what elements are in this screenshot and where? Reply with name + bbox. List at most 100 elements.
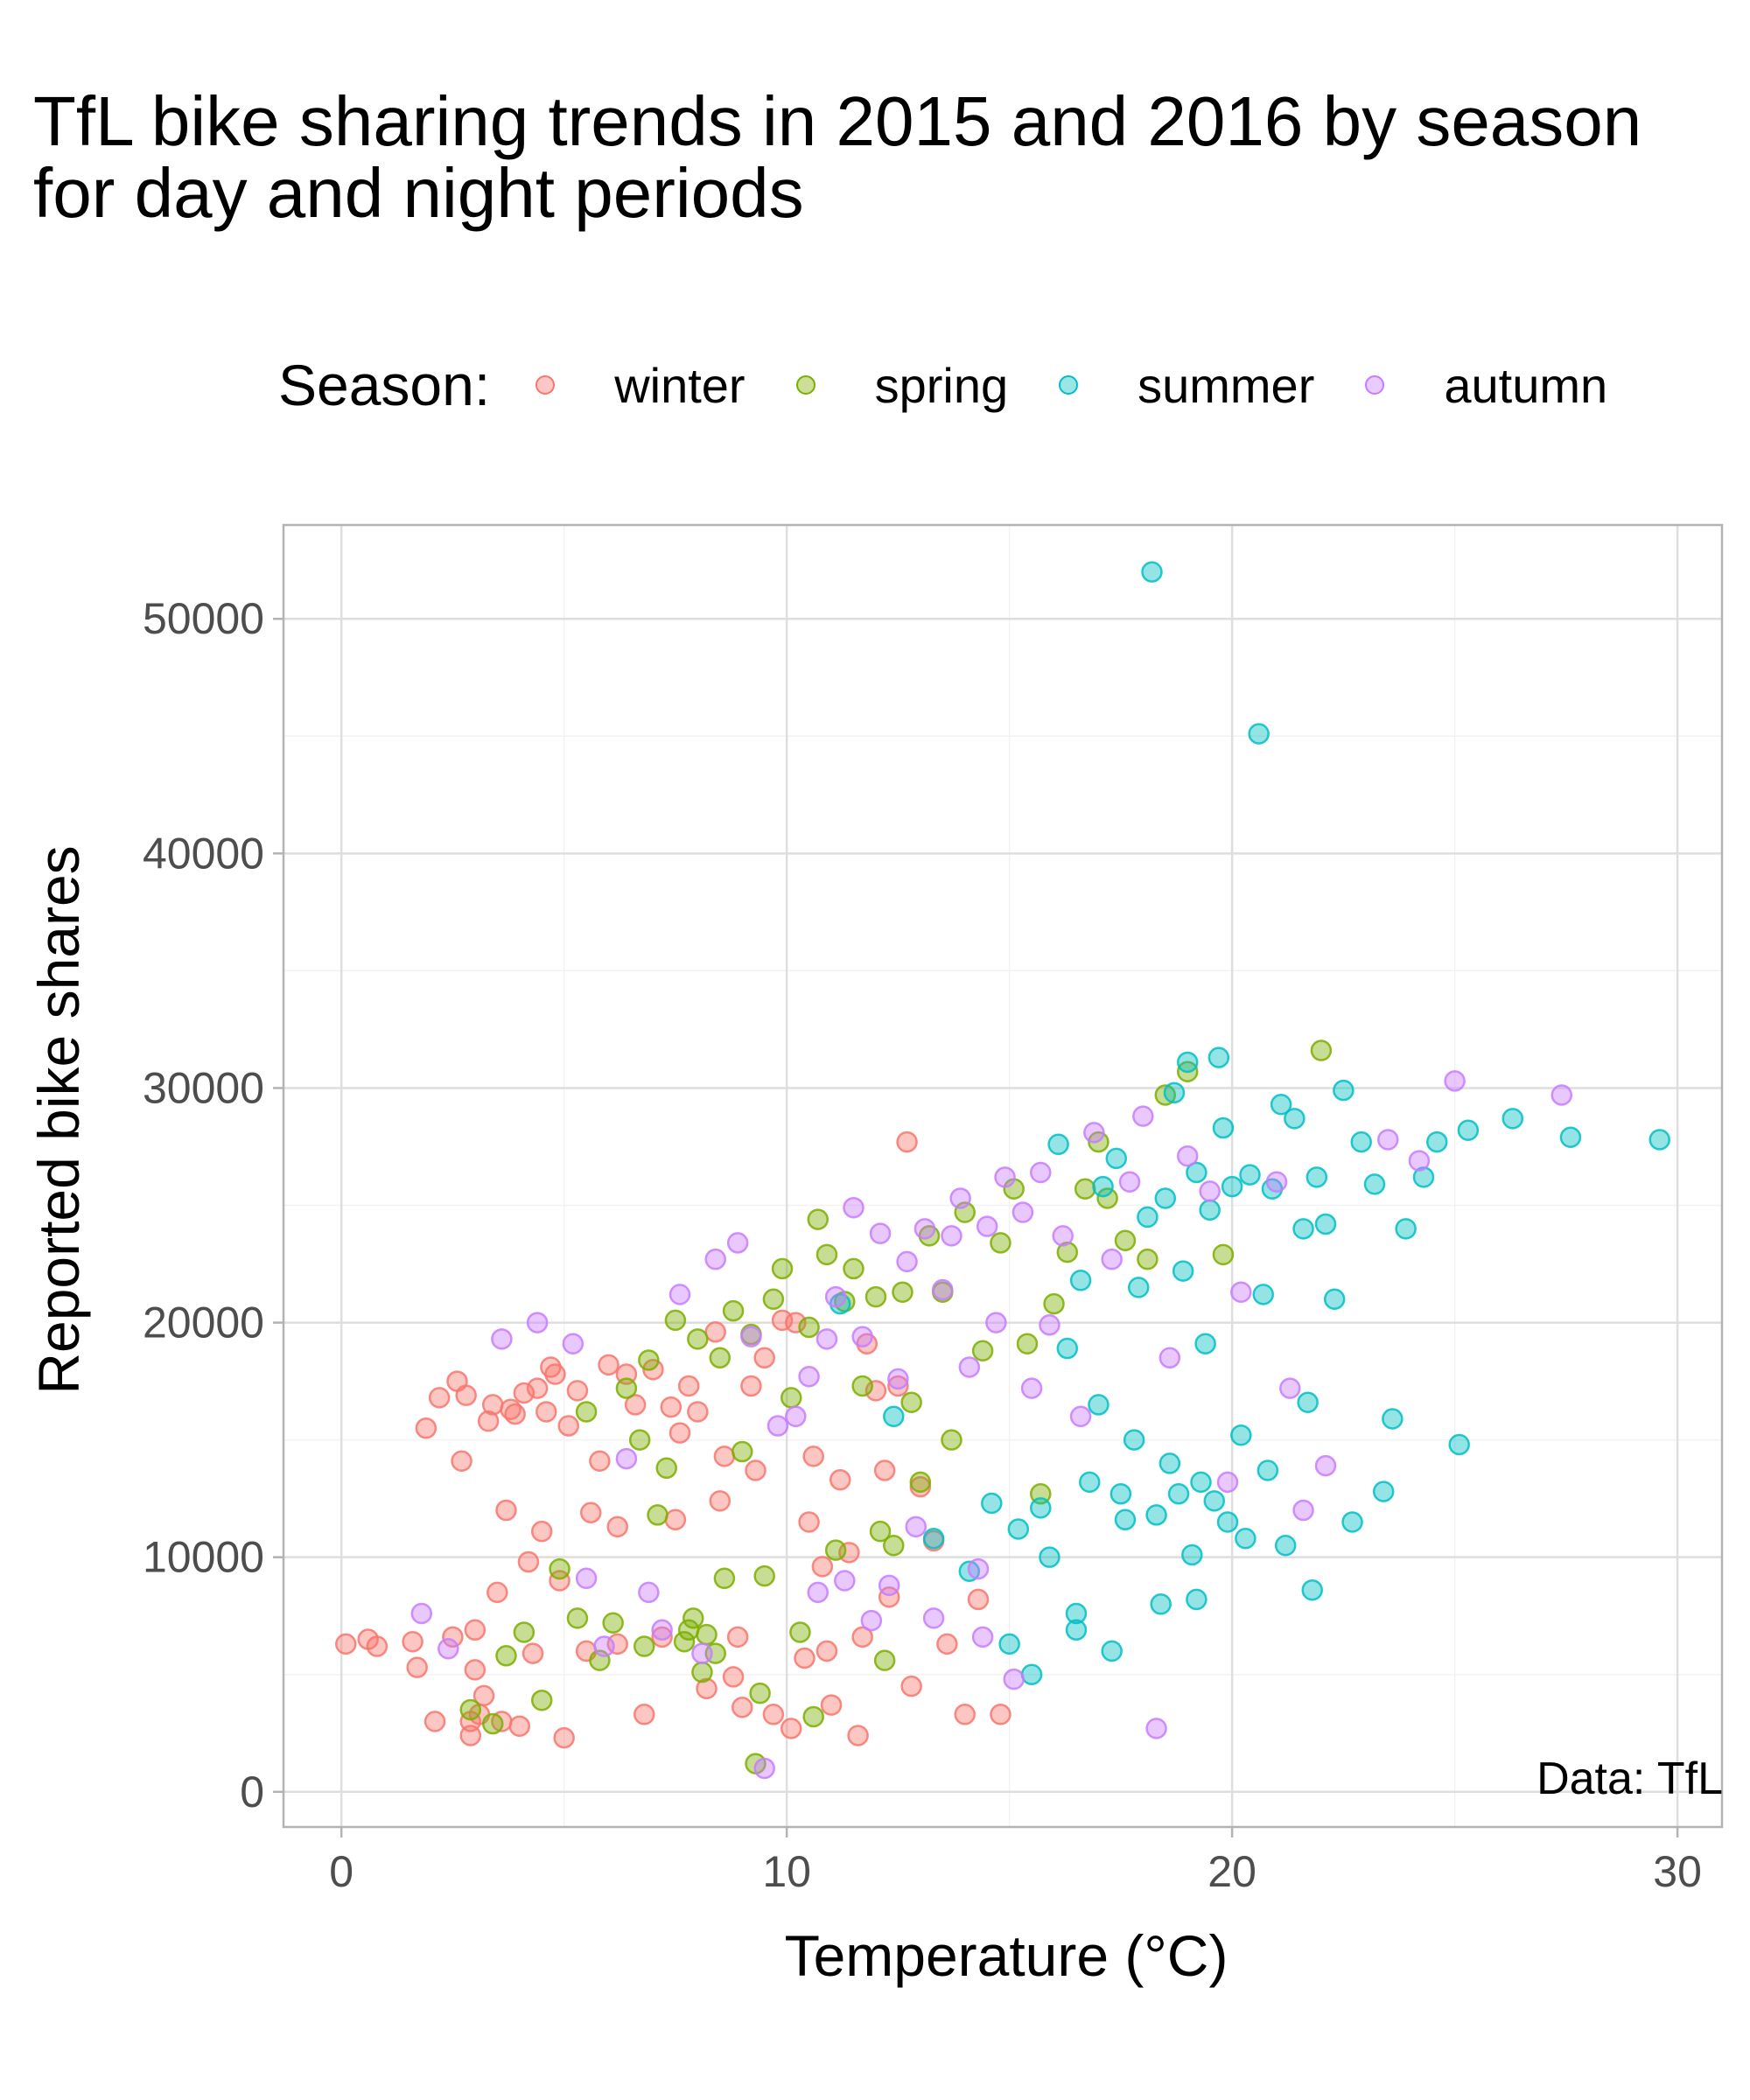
data-point-winter (967, 1588, 990, 1611)
data-point-summer (1203, 1490, 1226, 1512)
data-point-winter (802, 1446, 824, 1467)
data-point-summer (981, 1492, 1003, 1515)
data-point-spring (780, 1387, 802, 1409)
data-point-autumn (1030, 1161, 1052, 1184)
legend-key-summer (1059, 375, 1079, 395)
data-point-spring (883, 1535, 905, 1557)
data-point-autumn (932, 1278, 954, 1301)
data-point-spring (1074, 1178, 1096, 1200)
x-axis-label: Temperature (°C) (785, 1923, 1228, 1988)
data-point-autumn (651, 1619, 673, 1642)
data-point-winter (816, 1640, 838, 1662)
data-point-spring (802, 1705, 824, 1728)
data-point-winter (651, 1626, 673, 1648)
chart-title-line-2: for day and night periods (33, 154, 804, 232)
data-point-winter (753, 1347, 775, 1369)
data-point-summer (1301, 1578, 1323, 1601)
data-point-spring (628, 1429, 651, 1451)
data-point-summer (998, 1633, 1020, 1656)
data-point-winter (990, 1704, 1012, 1726)
data-point-spring (530, 1689, 553, 1712)
data-point-summer (1020, 1663, 1043, 1685)
data-point-spring (481, 1712, 504, 1735)
data-point-winter (798, 1511, 820, 1533)
data-point-summer (1172, 1260, 1194, 1282)
data-point-autumn (985, 1312, 1007, 1334)
data-point-winter (687, 1401, 709, 1423)
data-point-winter (762, 1704, 785, 1726)
y-tick-label: 10000 (143, 1533, 264, 1582)
data-point-autumn (807, 1581, 830, 1604)
data-point-spring (687, 1328, 709, 1350)
data-point-winter (726, 1626, 749, 1648)
data-point-autumn (949, 1187, 971, 1209)
data-point-autumn (1158, 1347, 1181, 1369)
data-point-winter (722, 1666, 745, 1688)
data-point-winter (579, 1502, 602, 1523)
data-point-spring (615, 1377, 638, 1399)
data-point-spring (864, 1285, 887, 1308)
data-point-summer (1297, 1391, 1319, 1413)
data-point-summer (1502, 1108, 1524, 1130)
data-point-winter (731, 1697, 753, 1718)
data-point-autumn (1377, 1129, 1399, 1151)
data-point-spring (722, 1299, 745, 1322)
data-point-winter (557, 1415, 579, 1437)
data-point-autumn (1101, 1248, 1123, 1270)
data-point-summer (1270, 1093, 1292, 1116)
data-point-winter (704, 1321, 726, 1343)
chart-title: TfL bike sharing trends in 2015 and 2016… (33, 86, 1731, 229)
data-point-spring (513, 1621, 536, 1643)
data-point-summer (1333, 1079, 1354, 1102)
data-point-autumn (410, 1602, 433, 1625)
data-point-summer (1256, 1460, 1279, 1481)
data-point-summer (1065, 1602, 1088, 1625)
series-spring (459, 1040, 1333, 1774)
legend-key-autumn (1365, 375, 1385, 395)
data-point-winter (878, 1586, 900, 1608)
data-point-spring (1056, 1241, 1079, 1264)
data-point-winter (660, 1396, 682, 1418)
data-point-autumn (1052, 1225, 1074, 1247)
data-point-summer (1154, 1187, 1177, 1209)
data-point-autumn (753, 1757, 775, 1780)
data-point-summer (1176, 1051, 1199, 1074)
legend-key-spring (795, 375, 816, 395)
data-point-winter (517, 1550, 540, 1573)
data-point-winter (464, 1619, 486, 1642)
legend-title: Season: (278, 353, 491, 417)
data-point-summer (922, 1527, 945, 1550)
data-point-summer (1274, 1535, 1297, 1557)
data-point-autumn (824, 1285, 847, 1308)
data-point-autumn (887, 1368, 909, 1390)
x-tick-label: 0 (329, 1847, 354, 1896)
data-point-summer (1145, 1504, 1167, 1526)
data-point-winter (451, 1450, 472, 1473)
data-point-summer (1110, 1483, 1132, 1505)
legend-item-summer: summer (1059, 357, 1314, 414)
data-point-summer (1190, 1471, 1212, 1494)
data-point-summer (1167, 1483, 1190, 1505)
data-point-summer (1284, 1108, 1306, 1130)
data-point-summer (1114, 1508, 1137, 1531)
data-point-summer (1039, 1546, 1060, 1568)
data-point-winter (794, 1647, 816, 1670)
data-point-spring (647, 1504, 668, 1526)
data-point-winter (664, 1508, 687, 1531)
data-point-spring (682, 1607, 704, 1629)
data-point-autumn (593, 1635, 615, 1657)
data-point-summer (1457, 1119, 1480, 1141)
data-point-winter (709, 1490, 732, 1512)
data-point-autumn (638, 1581, 660, 1604)
data-point-winter (851, 1626, 873, 1648)
data-point-summer (1239, 1164, 1261, 1186)
data-point-autumn (438, 1637, 459, 1660)
data-point-spring (731, 1440, 753, 1463)
data-point-spring (851, 1375, 873, 1397)
data-point-winter (887, 1375, 909, 1397)
data-point-spring (691, 1661, 713, 1684)
data-point-winter (335, 1633, 357, 1656)
data-point-winter (459, 1725, 482, 1746)
data-point-summer (1105, 1147, 1128, 1170)
data-point-autumn (668, 1284, 691, 1306)
